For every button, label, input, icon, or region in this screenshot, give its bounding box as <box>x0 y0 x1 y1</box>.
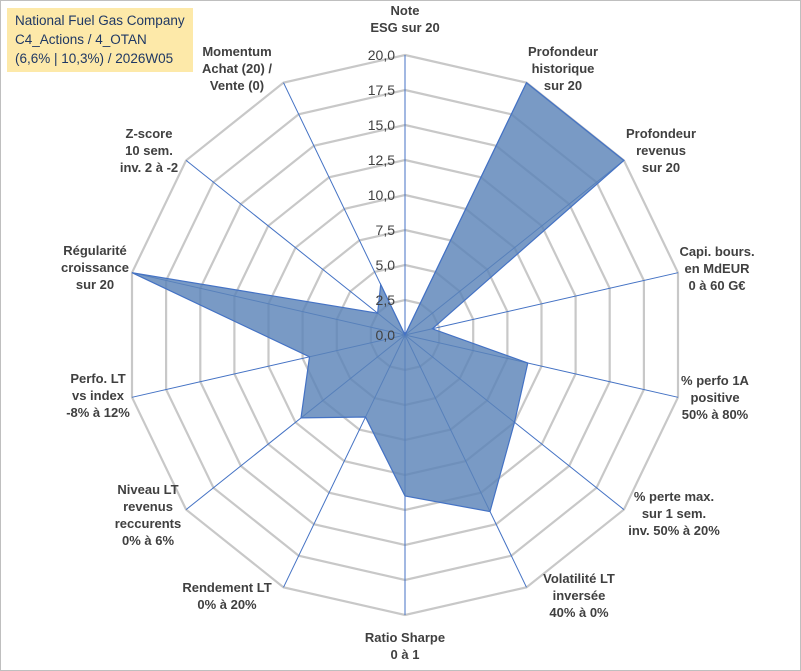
axis-label: Rendement LT 0% à 20% <box>182 580 271 612</box>
axis-label: Régularité croissance sur 20 <box>61 243 129 292</box>
axis-label: % perte max. sur 1 sem. inv. 50% à 20% <box>628 489 720 538</box>
axis-label: Volatilité LT inversée 40% à 0% <box>543 571 615 620</box>
tick-label: 20,0 <box>368 47 395 63</box>
tick-label: 2,5 <box>376 292 396 308</box>
axis-label: % perfo 1A positive 50% à 80% <box>681 373 750 422</box>
tick-label: 15,0 <box>368 117 395 133</box>
tick-label: 0,0 <box>376 327 396 343</box>
tick-label: 5,0 <box>376 257 396 273</box>
axis-label: Note ESG sur 20 <box>370 3 439 35</box>
tick-label: 10,0 <box>368 187 395 203</box>
title-line-category: C4_Actions / 4_OTAN <box>15 32 147 47</box>
axis-label: Perfo. LT vs index -8% à 12% <box>66 371 130 420</box>
chart-title-box: National Fuel Gas Company C4_Actions / 4… <box>7 8 193 72</box>
tick-label: 17,5 <box>368 82 395 98</box>
axis-label: Momentum Achat (20) / Vente (0) <box>202 44 272 93</box>
radar-axis-labels: Note ESG sur 20 Profondeur historique sur 20… <box>61 3 755 662</box>
title-line-stats: (6,6% | 10,3%) / 2026W05 <box>15 51 174 66</box>
axis-label: Ratio Sharpe 0 à 1 <box>365 630 445 662</box>
series-area <box>131 81 625 513</box>
axis-label: Niveau LT revenus reccurents 0% à 6% <box>115 482 181 548</box>
axis-label: Profondeur revenus sur 20 <box>626 126 696 175</box>
axis-label: Z-score 10 sem. inv. 2 à -2 <box>120 126 178 175</box>
axis-spoke <box>404 272 679 336</box>
tick-label: 7,5 <box>376 222 396 238</box>
title-line-company: National Fuel Gas Company <box>15 13 185 28</box>
axis-label: Profondeur historique sur 20 <box>528 44 598 93</box>
radar-series <box>131 81 625 513</box>
axis-spoke <box>185 160 406 336</box>
radar-tick-labels: 0,0 2,5 5,0 7,5 10,0 12,5 15,0 17,5 20,0 <box>368 47 395 343</box>
axis-label: Capi. bours. en MdEUR 0 à 60 G€ <box>679 244 754 293</box>
tick-label: 12,5 <box>368 152 395 168</box>
